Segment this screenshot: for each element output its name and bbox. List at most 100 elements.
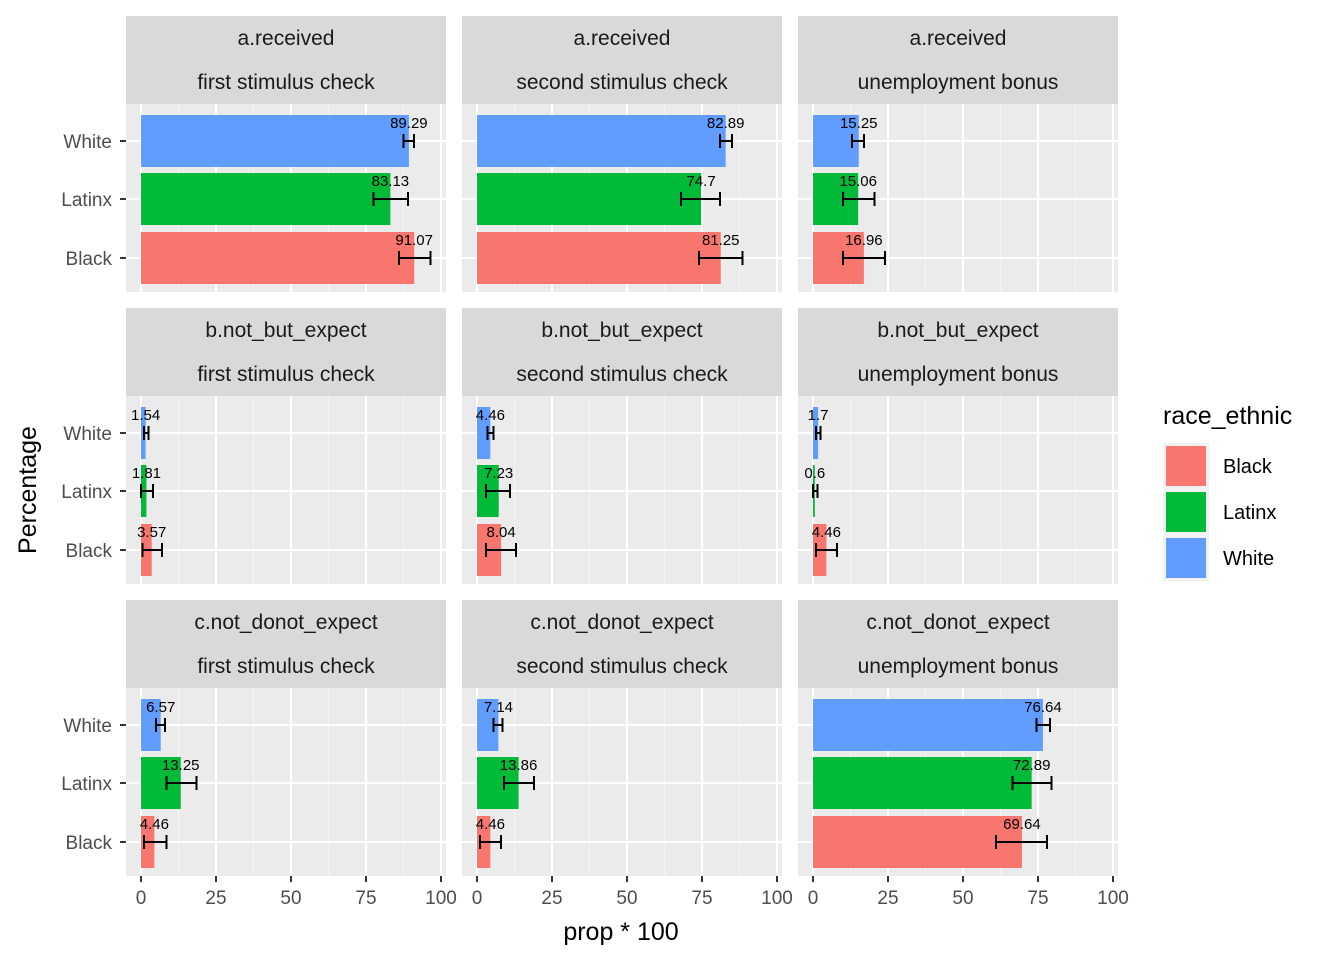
error-bar-latinx [372, 192, 409, 206]
bar-value-label: 7.23 [484, 465, 513, 482]
legend-item-latinx: Latinx [1163, 489, 1276, 535]
bar-value-label: 0.6 [804, 465, 825, 482]
legend-label: Black [1223, 456, 1273, 478]
facet-strip-row-label: b.not_but_expect [205, 319, 366, 342]
facet-strip-col [126, 352, 446, 396]
facet-panels: a.received first stimulus check 89.29 83.13… [126, 16, 1118, 876]
bar-value-label: 1.81 [132, 465, 161, 482]
error-bar-black [842, 251, 886, 265]
bar-black [813, 816, 1022, 868]
y-tick-label-white: White [63, 132, 112, 153]
facet-strip-row [462, 600, 782, 644]
facet-strip-col-label: second stimulus check [516, 363, 728, 386]
error-bar-white [851, 134, 865, 148]
error-bar-latinx [680, 192, 721, 206]
error-bar-black [815, 543, 838, 557]
error-bar-white [143, 426, 150, 440]
facet-strip-row [798, 308, 1118, 352]
y-tick-label-latinx: Latinx [61, 774, 112, 795]
bar-value-label: 89.29 [390, 115, 428, 132]
error-bar-black [141, 543, 163, 557]
error-bar-white [1035, 718, 1051, 732]
error-bar-white [486, 426, 495, 440]
y-tick-label-latinx: Latinx [61, 190, 112, 211]
error-bar-black [398, 251, 432, 265]
facet-strip-col-label: second stimulus check [516, 71, 728, 94]
legend: race_ethnic Black Latinx White [1163, 402, 1292, 581]
facet-strip-row [798, 16, 1118, 60]
bar-white [813, 699, 1043, 751]
facet-strip-row-label: c.not_donot_expect [866, 611, 1049, 634]
bar-value-label: 1.54 [131, 407, 160, 424]
bar-value-label: 72.89 [1013, 757, 1051, 774]
bar-value-label: 82.89 [707, 115, 745, 132]
legend-swatch [1166, 446, 1206, 486]
facet-strip-row [126, 600, 446, 644]
bar-value-label: 69.64 [1003, 816, 1041, 833]
bar-value-label: 16.96 [845, 232, 883, 249]
error-bar-white [719, 134, 733, 148]
facet-strip-row [462, 16, 782, 60]
error-bar-latinx [485, 484, 511, 498]
facet-strip-col-label: unemployment bonus [858, 655, 1059, 678]
bar-value-label: 15.25 [840, 115, 878, 132]
y-tick-label-white: White [63, 424, 112, 445]
facet-strip-col-label: second stimulus check [516, 655, 728, 678]
facet-strip-col [126, 60, 446, 104]
y-tick-label-black: Black [66, 249, 113, 270]
bar-value-label: 7.14 [484, 699, 513, 716]
facet-strip-col-label: first stimulus check [197, 363, 375, 386]
facet-strip-col [462, 352, 782, 396]
bar-white [477, 115, 726, 167]
bar-black [477, 232, 721, 284]
error-bar-latinx [165, 776, 198, 790]
facet-strip-row-label: a.received [238, 27, 335, 50]
x-tick-label: 100 [761, 888, 793, 909]
y-tick-label-white: White [63, 716, 112, 737]
bar-value-label: 76.64 [1024, 699, 1062, 716]
x-tick-label: 50 [952, 888, 973, 909]
facet-strip-col [798, 60, 1118, 104]
bar-value-label: 13.86 [500, 757, 538, 774]
bar-value-label: 13.25 [162, 757, 200, 774]
facet-strip-row-label: a.received [574, 27, 671, 50]
error-bar-black [698, 251, 744, 265]
facet-panel-a-received-second-stimulus-check: a.received second stimulus check 82.89 74.7… [462, 16, 782, 292]
error-bar-latinx [503, 776, 535, 790]
legend-label: White [1223, 548, 1274, 570]
bar-black [141, 232, 415, 284]
bar-value-label: 1.7 [808, 407, 829, 424]
bar-value-label: 81.25 [702, 232, 740, 249]
legend-label: Latinx [1223, 502, 1276, 524]
bar-white [477, 407, 491, 459]
bar-white [141, 115, 409, 167]
bar-white [141, 699, 161, 751]
bar-latinx [141, 173, 391, 225]
bar-value-label: 74.7 [686, 173, 715, 190]
x-tick-label: 0 [136, 888, 147, 909]
bar-value-label: 8.04 [487, 524, 516, 541]
y-tick-label-black: Black [66, 541, 113, 562]
bar-value-label: 4.46 [476, 407, 505, 424]
facet-strip-col-label: first stimulus check [197, 655, 375, 678]
bar-value-label: 6.57 [146, 699, 175, 716]
facet-strip-col [462, 644, 782, 688]
x-tick-label: 50 [280, 888, 301, 909]
facet-strip-col-label: first stimulus check [197, 71, 375, 94]
facet-strip-row [126, 16, 446, 60]
bar-value-label: 4.46 [476, 816, 505, 833]
facet-strip-row [798, 600, 1118, 644]
x-tick-label: 75 [355, 888, 376, 909]
x-tick-label: 75 [691, 888, 712, 909]
x-tick-label: 25 [877, 888, 898, 909]
x-tick-label: 25 [205, 888, 226, 909]
x-tick-label: 0 [808, 888, 819, 909]
x-axis-title: prop * 100 [563, 918, 678, 946]
legend-title: race_ethnic [1163, 402, 1292, 430]
bar-value-label: 91.07 [395, 232, 433, 249]
error-bar-white [492, 718, 504, 732]
